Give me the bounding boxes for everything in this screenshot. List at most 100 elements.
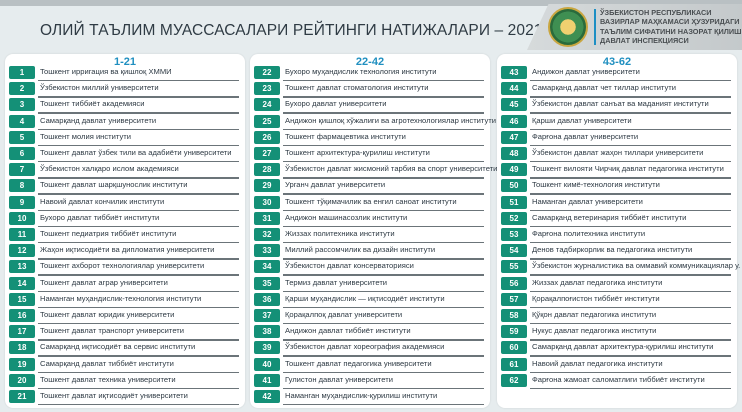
ranking-row: 42 Наманган муҳандислик-қурилиш институти: [254, 390, 484, 406]
rank-badge: 20: [9, 373, 35, 387]
row-divider: [283, 193, 484, 195]
rank-badge: 47: [501, 130, 527, 144]
row-divider: [283, 161, 484, 163]
rank-badge: 55: [501, 260, 527, 274]
ranking-row: 46 Қарши давлат университети: [501, 114, 731, 130]
rank-badge: 11: [9, 228, 35, 241]
rank-badge: 22: [254, 66, 280, 79]
ranking-row: 21 Тошкент давлат иқтисодиёт университети: [9, 390, 239, 406]
row-divider: [283, 404, 484, 406]
row-divider: [530, 209, 731, 211]
rank-badge: 25: [254, 114, 280, 128]
rank-badge: 39: [254, 341, 280, 355]
institution-name: Самарқанд иқтисодиёт ва сервис институти: [40, 342, 196, 352]
row-divider: [38, 80, 239, 82]
rank-badge: 53: [501, 228, 527, 241]
row-divider: [283, 225, 484, 228]
ranking-row: 43 Андижон давлат университети: [501, 66, 731, 82]
top-bar: [0, 0, 742, 6]
rank-badge: 8: [9, 179, 35, 193]
institution-name: Ўзбекистон давлат жаҳон тиллари универси…: [532, 148, 704, 157]
ranking-row: 24 Бухоро давлат университети: [254, 98, 484, 114]
state-emblem-icon: [548, 7, 588, 47]
ranking-row: 57 Қорақалпоғистон тиббиёт институти: [501, 292, 731, 309]
row-divider: [283, 128, 484, 130]
ranking-column-1: 1-21 1 Тошкент ирригация ва қишлоқ ХММИ 2 Ўз…: [5, 54, 245, 408]
rank-badge: 29: [254, 179, 280, 193]
institution-name: Тошкент давлат ўзбек тили ва адабиёти ун…: [40, 148, 232, 157]
rank-badge: 24: [254, 98, 280, 112]
ranking-row: 47 Фарғона давлат университети: [501, 130, 731, 147]
rank-badge: 41: [254, 373, 280, 387]
rank-badge: 10: [9, 211, 35, 225]
ranking-row: 10 Бухоро давлат тиббиёт институти: [9, 211, 239, 228]
institution-name: Ўзбекистон давлат жисмоний тарбия ва спо…: [285, 164, 498, 174]
rank-badge: 28: [254, 163, 280, 177]
rank-badge: 9: [9, 195, 35, 209]
rank-badge: 5: [9, 130, 35, 144]
institution-name: Қўқон давлат педагогика институти: [532, 310, 657, 319]
row-divider: [283, 339, 484, 341]
institution-name: Ўзбекистон журналистика ва оммавий комму…: [532, 261, 741, 271]
ranking-row: 36 Қарши муҳандислик — иқтисодиёт институ…: [254, 292, 484, 309]
row-divider: [283, 355, 484, 357]
institution-name: Тошкент кимё-технология институти: [532, 180, 660, 190]
rank-badge: 3: [9, 98, 35, 112]
row-divider: [530, 306, 731, 309]
row-divider: [38, 161, 239, 163]
row-divider: [38, 128, 239, 130]
ranking-row: 48 Ўзбекистон давлат жаҳон тиллари универ…: [501, 147, 731, 163]
institution-name: Жаҳон иқтисодиёти ва дипломатия универси…: [40, 245, 215, 255]
institution-name: Денов тадбиркорлик ва педагогика институ…: [532, 245, 693, 255]
institution-name: Нукус давлат педагогика институти: [532, 326, 657, 336]
ranking-row: 1 Тошкент ирригация ва қишлоқ ХММИ: [9, 66, 239, 82]
ranking-row: 22 Бухоро муҳандислик технология институт…: [254, 66, 484, 82]
institution-name: Ўзбекистон халқаро ислом академияси: [40, 164, 179, 174]
institution-name: Тошкент давлат педагогика университети: [285, 358, 432, 368]
ranking-row: 27 Тошкент архитектура-қурилиш институти: [254, 147, 484, 163]
rank-badge: 12: [9, 244, 35, 258]
row-divider: [530, 161, 731, 163]
row-divider: [530, 387, 731, 390]
rank-badge: 19: [9, 357, 35, 371]
rank-badge: 13: [9, 260, 35, 274]
institution-name: Фарғона политехника институти: [532, 229, 646, 238]
institution-name: Тошкент давлат транспорт университети: [40, 326, 185, 336]
row-divider: [38, 144, 239, 147]
row-divider: [38, 209, 239, 211]
rank-badge: 37: [254, 309, 280, 322]
ranking-column-3: 43-62 43 Андижон давлат университети 44 Сама…: [497, 54, 741, 408]
rank-badge: 45: [501, 98, 527, 112]
rank-badge: 42: [254, 390, 280, 403]
institution-name: Навоий давлат кончилик институти: [40, 196, 165, 206]
row-divider: [530, 96, 731, 98]
rank-badge: 40: [254, 357, 280, 371]
institution-name: Фарғона жамоат саломатлиги тиббиёт инсти…: [532, 374, 705, 384]
ranking-row: 12 Жаҳон иқтисодиёти ва дипломатия универ…: [9, 244, 239, 260]
ranking-row: 17 Тошкент давлат транспорт университети: [9, 325, 239, 341]
rank-badge: 43: [501, 66, 527, 79]
row-divider: [530, 290, 731, 292]
rank-badge: 56: [501, 276, 527, 290]
institution-name: Жиззах давлат педагогика институти: [532, 277, 663, 287]
row-divider: [283, 258, 484, 260]
institution-name: Тошкент давлат юридик университети: [40, 310, 175, 319]
ranking-row: 29 Урганч давлат университети: [254, 179, 484, 195]
ranking-row: 28 Ўзбекистон давлат жисмоний тарбия ва с…: [254, 163, 497, 179]
row-divider: [530, 177, 731, 179]
institution-name: Ўзбекистон давлат консерваторияси: [285, 261, 414, 271]
ranking-row: 19 Самарқанд давлат тиббиёт институти: [9, 357, 239, 373]
institution-name: Бухоро давлат тиббиёт институти: [40, 212, 160, 222]
institution-name: Самарқанд давлат чет тиллар институти: [532, 83, 677, 93]
institution-name: Андижон давлат тиббиёт институти: [285, 326, 411, 336]
institution-name: Ўзбекистон давлат хореография академияси: [285, 342, 445, 352]
row-divider: [283, 96, 484, 98]
institution-name: Қарши муҳандислик — иқтисодиёт институти: [285, 293, 445, 303]
row-divider: [38, 323, 239, 325]
rank-badge: 48: [501, 147, 527, 160]
ranking-row: 30 Тошкент тўқимачилик ва енгил саноат ин…: [254, 195, 484, 211]
rank-badge: 26: [254, 130, 280, 144]
rank-badge: 30: [254, 195, 280, 209]
column-heading: 22-42: [355, 56, 385, 68]
column-heading: 1-21: [113, 56, 137, 68]
